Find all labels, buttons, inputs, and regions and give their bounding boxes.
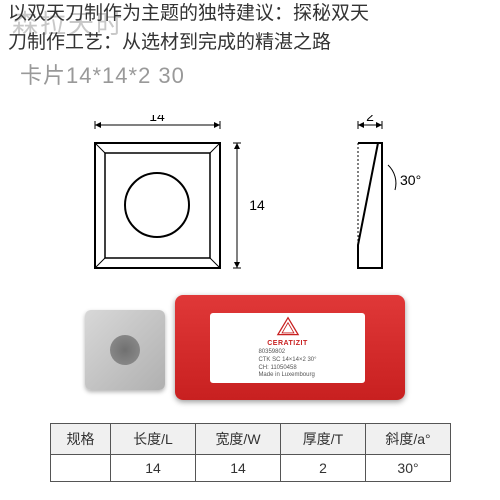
blade-photo [85,310,165,390]
top-view-diagram: 14 14 [65,115,265,285]
height-dim-label: 14 [249,197,265,213]
blade-hole [110,335,140,365]
box-code2: CTK SC 14×14×2 30° [258,357,316,365]
spec-row-label [51,455,111,482]
spec-table: 规格 长度/L 宽度/W 厚度/T 斜度/a° 14 14 2 30° [50,423,451,482]
technical-diagrams: 14 14 2 30° [0,95,500,275]
val-thickness: 2 [281,455,366,482]
box-code3: CH: 11050458 [258,365,316,373]
box-code1: 80359802 [258,349,316,357]
width-dim-label: 14 [149,115,165,124]
article-title: 以双天刀制作为主题的独特建议：探秘双天 刀制作工艺：从选材到完成的精湛之路 [8,0,492,57]
box-code4: Made in Luxembourg [258,372,316,380]
packaging-box: CERATIZIT 80359802 CTK SC 14×14×2 30° CH… [175,295,405,400]
val-length: 14 [111,455,196,482]
col-header-angle: 斜度/a° [366,424,451,455]
title-line-1: 以双天刀制作为主题的独特建议：探秘双天 [8,0,492,29]
product-code-text: 卡片14*14*2 30 [20,58,185,90]
title-line-2: 刀制作工艺：从选材到完成的精湛之路 [8,29,492,58]
col-header-width: 宽度/W [196,424,281,455]
box-label: CERATIZIT 80359802 CTK SC 14×14×2 30° CH… [210,313,365,383]
table-value-row: 14 14 2 30° [51,455,451,482]
ceratizit-logo-icon [275,316,301,338]
spec-header-label: 规格 [51,424,111,455]
side-view-diagram: 2 30° [340,115,470,285]
val-angle: 30° [366,455,451,482]
col-header-length: 长度/L [111,424,196,455]
val-width: 14 [196,455,281,482]
box-brand-text: CERATIZIT [267,340,308,347]
box-info: 80359802 CTK SC 14×14×2 30° CH: 11050458… [258,349,316,380]
product-photo-area: CERATIZIT 80359802 CTK SC 14×14×2 30° CH… [85,280,415,410]
table-header-row: 规格 长度/L 宽度/W 厚度/T 斜度/a° [51,424,451,455]
angle-dim-label: 30° [400,172,421,188]
col-header-thickness: 厚度/T [281,424,366,455]
thickness-dim-label: 2 [366,115,374,124]
